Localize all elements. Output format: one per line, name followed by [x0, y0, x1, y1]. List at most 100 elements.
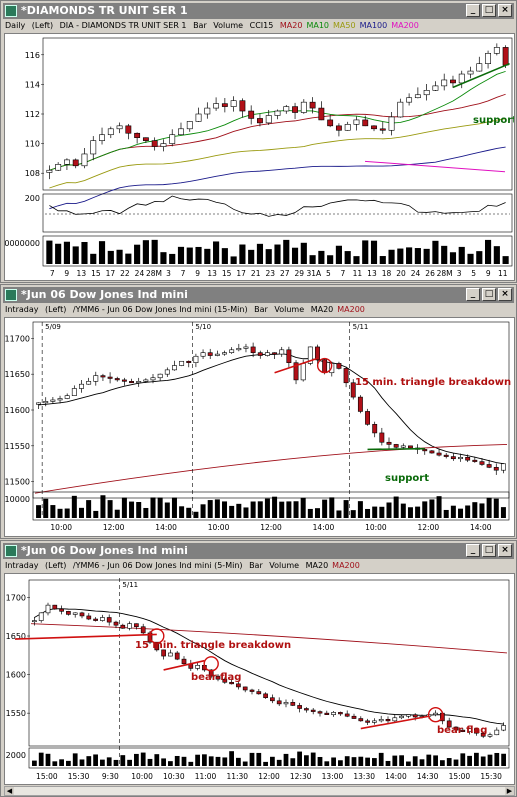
candle-body — [371, 125, 377, 130]
x-tick-label: 11:30 — [226, 772, 248, 781]
candle-body — [479, 461, 485, 465]
volume-bar — [414, 248, 421, 264]
volume-bar — [86, 756, 92, 766]
candle-body — [283, 106, 290, 112]
volume-bar — [399, 755, 404, 766]
candle-body — [379, 432, 385, 443]
volume-bar — [188, 761, 194, 766]
volume-bar — [426, 754, 432, 766]
candle-body — [229, 349, 235, 353]
candle-body — [317, 711, 323, 714]
horizontal-scrollbar[interactable]: ◀ ▶ — [4, 786, 515, 796]
ym-5min-chart[interactable]: 11700 11650 11600 11550 2000 15:00 15:30 9:30 10… — [1, 574, 514, 784]
window-title-bar[interactable]: *DIAMONDS TR UNIT SER 1 _ □ × — [3, 3, 514, 19]
diamonds-daily-chart[interactable]: 1161141121101081000000079131517222428M37… — [0, 34, 517, 280]
maximize-button[interactable]: □ — [482, 288, 496, 301]
legend-item: MA20 — [305, 561, 329, 570]
volume-bar — [45, 753, 51, 766]
candle-body — [125, 125, 132, 134]
scroll-right-arrow[interactable]: ▶ — [505, 787, 514, 795]
volume-bar — [397, 248, 404, 264]
minimize-button[interactable]: _ — [466, 288, 480, 301]
volume-bar — [460, 753, 466, 766]
volume-bar — [327, 255, 334, 264]
volume-bar — [100, 759, 105, 766]
scroll-left-arrow[interactable]: ◀ — [5, 787, 14, 795]
volume-bar — [407, 507, 413, 518]
candle-body — [336, 363, 342, 369]
volume-bar — [147, 758, 153, 766]
x-tick-label: 15:00 — [36, 772, 58, 781]
volume-bar — [134, 753, 139, 766]
x-tick-label: 13:30 — [353, 772, 375, 781]
candle-body — [222, 678, 228, 683]
chart-window-ym-5min[interactable]: *Jun 06 Dow Jones Ind mini _ □ × Intraday … — [0, 540, 517, 797]
maximize-button[interactable]: □ — [482, 544, 496, 557]
candle-body — [120, 624, 126, 629]
volume-bar — [494, 752, 500, 766]
maximize-button[interactable]: □ — [482, 4, 496, 17]
volume-bar — [388, 249, 395, 264]
candle-body — [79, 383, 84, 389]
close-button[interactable]: × — [498, 4, 512, 17]
candle-body — [412, 714, 418, 718]
candle-body — [501, 725, 506, 731]
x-tick-label: 26 — [425, 269, 435, 278]
volume-bar — [243, 507, 249, 518]
price-tick-label: 11500 — [5, 478, 30, 487]
chart-plot-area[interactable]: 1161141121101081000000079131517222428M37… — [0, 33, 517, 281]
volume-bar — [372, 506, 378, 518]
chart-plot-area[interactable]: 11700 11650 11600 11550 11500 10000 10:00 12:00… — [4, 317, 515, 537]
candle-body — [55, 164, 62, 171]
window-title-bar[interactable]: *Jun 06 Dow Jones Ind mini _ □ × — [3, 287, 514, 303]
symbol-description: DIA - DIAMONDS TR UNIT SER 1 — [59, 21, 187, 30]
chart-plot-area[interactable]: 11700 11650 11600 11550 2000 15:00 15:30 9:30 10… — [1, 573, 515, 785]
candle-body — [331, 712, 336, 715]
close-button[interactable]: × — [498, 288, 512, 301]
volume-bar — [215, 756, 221, 766]
volume-bar — [207, 500, 213, 518]
minimize-button[interactable]: _ — [466, 544, 480, 557]
candle-body — [406, 714, 411, 717]
chart-window-ym-15min[interactable]: *Jun 06 Dow Jones Ind mini _ □ × Intraday … — [0, 284, 517, 539]
volume-bar — [314, 508, 320, 518]
candle-body — [350, 382, 356, 398]
volume-bar — [365, 508, 371, 518]
volume-bar — [283, 753, 289, 766]
candle-body — [134, 132, 141, 138]
candle-body — [385, 719, 391, 722]
legend-item: MA10 — [306, 21, 329, 30]
volume-bar — [179, 506, 185, 518]
candle-body — [236, 683, 241, 688]
volume-bar — [43, 498, 49, 518]
candle-body — [161, 649, 166, 657]
session-date-label: 5/11 — [353, 323, 369, 331]
candle-body — [93, 375, 99, 382]
volume-bar — [55, 243, 62, 264]
volume-bar — [487, 754, 493, 766]
volume-bar — [38, 752, 44, 766]
candle-body — [257, 118, 263, 124]
volume-bar — [46, 240, 53, 264]
volume-bar — [59, 759, 64, 766]
window-title-bar[interactable]: *Jun 06 Dow Jones Ind mini _ □ × — [3, 543, 514, 559]
triangle-trendline — [14, 633, 157, 640]
period-label: Intraday — [5, 561, 39, 570]
volume-bar — [358, 756, 364, 766]
ym-15min-chart[interactable]: 11700 11650 11600 11550 11500 10000 10:00 12:00… — [5, 318, 514, 536]
volume-bar — [419, 759, 425, 766]
candle-body — [480, 732, 486, 737]
x-tick-label: 18 — [382, 269, 392, 278]
candle-body — [200, 352, 206, 357]
candle-body — [357, 396, 363, 412]
window-title: *Jun 06 Dow Jones Ind mini — [21, 544, 188, 557]
volume-bar — [372, 758, 377, 766]
close-button[interactable]: × — [498, 544, 512, 557]
candle-body — [230, 100, 237, 107]
chart-window-diamonds[interactable]: *DIAMONDS TR UNIT SER 1 _ □ × Daily (Left)… — [0, 0, 517, 283]
candle-body — [443, 454, 449, 457]
candle-body — [436, 452, 442, 456]
candle-body — [100, 375, 106, 378]
x-tick-label: 13 — [207, 269, 217, 278]
minimize-button[interactable]: _ — [466, 4, 480, 17]
